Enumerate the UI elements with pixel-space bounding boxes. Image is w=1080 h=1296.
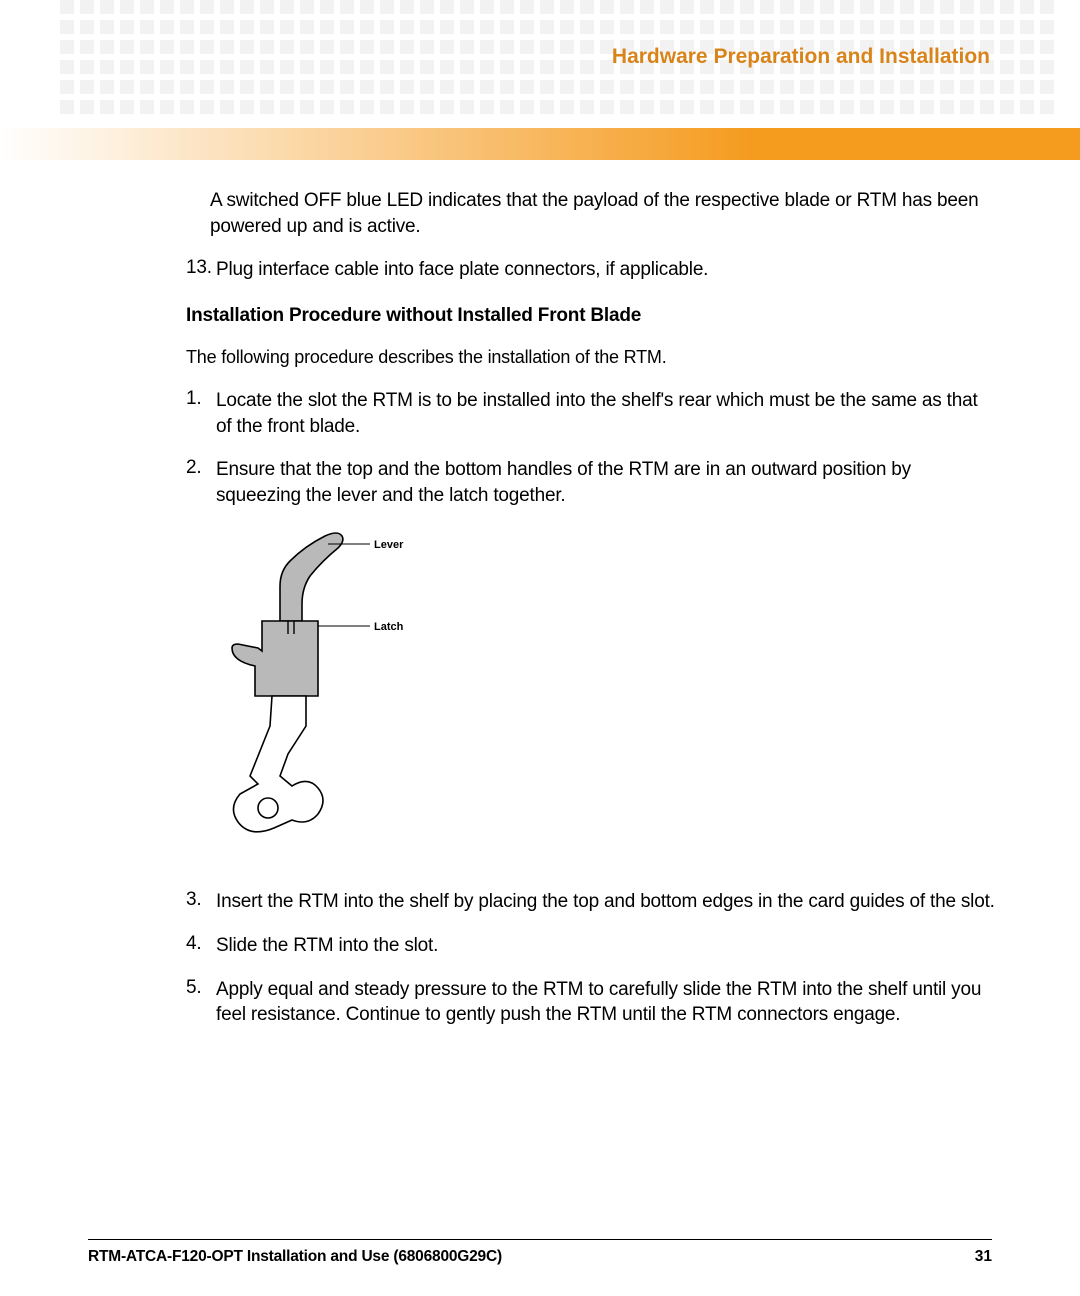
- step-13: 13. Plug interface cable into face plate…: [186, 257, 996, 283]
- page-header-title: Hardware Preparation and Installation: [612, 45, 990, 69]
- step-4: 4. Slide the RTM into the slot.: [186, 933, 996, 959]
- step-number: 4.: [186, 933, 216, 959]
- section-intro: The following procedure describes the in…: [186, 347, 996, 368]
- step-number: 3.: [186, 889, 216, 915]
- step-text: Plug interface cable into face plate con…: [216, 257, 708, 283]
- handle-figure: Lever Latch: [210, 526, 996, 861]
- lead-paragraph: A switched OFF blue LED indicates that t…: [186, 188, 996, 239]
- lever-label: Lever: [374, 539, 404, 551]
- header-gradient-bar: [0, 128, 1080, 160]
- step-text: Slide the RTM into the slot.: [216, 933, 438, 959]
- step-number: 1.: [186, 388, 216, 439]
- step-text: Ensure that the top and the bottom handl…: [216, 457, 996, 508]
- footer-rule: [88, 1239, 992, 1240]
- step-text: Apply equal and steady pressure to the R…: [216, 977, 996, 1028]
- footer-page-number: 31: [975, 1248, 992, 1266]
- step-2: 2. Ensure that the top and the bottom ha…: [186, 457, 996, 508]
- latch-label: Latch: [374, 621, 404, 633]
- main-content: A switched OFF blue LED indicates that t…: [186, 188, 996, 1046]
- step-1: 1. Locate the slot the RTM is to be inst…: [186, 388, 996, 439]
- lever-latch-diagram: Lever Latch: [210, 526, 460, 856]
- step-text: Insert the RTM into the shelf by placing…: [216, 889, 995, 915]
- step-3: 3. Insert the RTM into the shelf by plac…: [186, 889, 996, 915]
- footer-doc-id: RTM-ATCA-F120-OPT Installation and Use (…: [88, 1248, 502, 1266]
- step-number: 2.: [186, 457, 216, 508]
- section-heading: Installation Procedure without Installed…: [186, 305, 996, 327]
- step-5: 5. Apply equal and steady pressure to th…: [186, 977, 996, 1028]
- step-text: Locate the slot the RTM is to be install…: [216, 388, 996, 439]
- step-number: 5.: [186, 977, 216, 1028]
- step-number: 13.: [186, 257, 216, 283]
